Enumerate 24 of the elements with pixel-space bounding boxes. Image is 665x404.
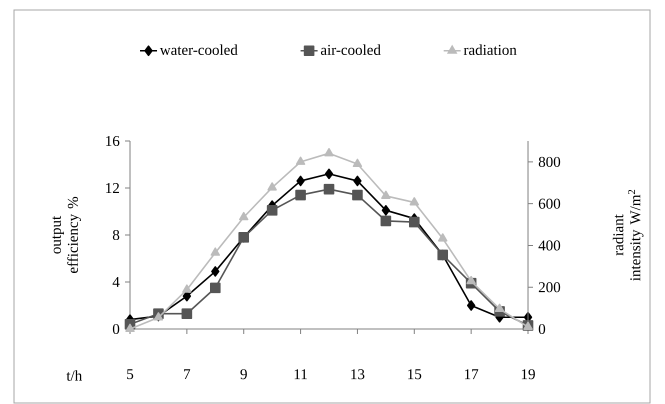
x-tick-label: 7 — [184, 369, 190, 380]
x-axis-title: t/h — [66, 370, 82, 381]
y2-tick-label: 600 — [538, 198, 560, 209]
x-tick-label: 9 — [240, 369, 247, 380]
y-tick-label: 4 — [112, 277, 120, 287]
x-tick-label: 19 — [522, 369, 535, 380]
legend-label: water-cooled — [160, 44, 238, 55]
y-tick-label: 8 — [112, 230, 120, 240]
legend-label: air-cooled — [320, 44, 381, 55]
y2-tick-label: 200 — [538, 282, 560, 292]
y-tick-label: 16 — [106, 136, 120, 146]
y2-tick-label: 0 — [538, 324, 546, 334]
y-tick-label: 0 — [112, 324, 120, 334]
y2-tick-label: 400 — [538, 240, 560, 250]
y-tick-label: 12 — [106, 183, 119, 193]
x-tick-label: 5 — [127, 369, 134, 380]
x-tick-label: 11 — [294, 369, 307, 380]
y2-tick-label: 800 — [538, 156, 560, 167]
x-tick-label: 15 — [408, 369, 422, 380]
legend-label: radiation — [464, 44, 517, 55]
y-axis-title: output efficiency % — [52, 196, 82, 273]
x-tick-label: 17 — [464, 369, 478, 380]
y2-axis-title: radiant intensity W/m$^{2}$ — [612, 190, 644, 281]
x-tick-label: 13 — [351, 369, 364, 380]
